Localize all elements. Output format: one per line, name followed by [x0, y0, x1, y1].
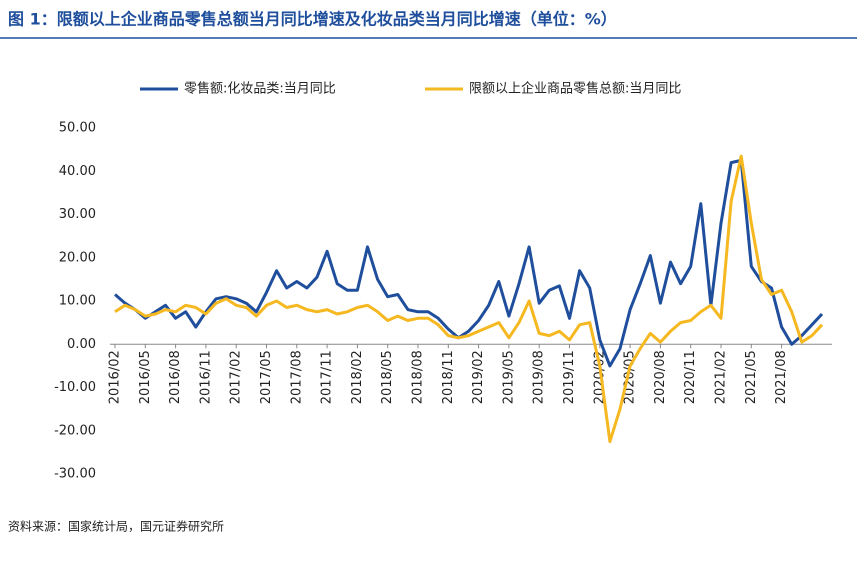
legend-label: 限额以上企业商品零售总额:当月同比 [469, 81, 681, 97]
x-tick-label: 2017/08 [289, 350, 304, 404]
x-tick-label: 2021/08 [774, 350, 789, 404]
y-tick-label: 30.00 [59, 207, 96, 222]
x-tick-label: 2018/11 [441, 350, 456, 404]
x-tick-label: 2020/11 [683, 350, 698, 404]
y-tick-label: 10.00 [59, 294, 96, 309]
chart-title: 图 1：限额以上企业商品零售总额当月同比增速及化妆品类当月同比增速（单位：%） [8, 10, 617, 29]
x-tick-label: 2021/05 [744, 350, 759, 404]
source-note: 资料来源：国家统计局，国元证券研究所 [8, 519, 224, 534]
x-tick-label: 2016/05 [138, 350, 153, 404]
series-line [114, 158, 824, 368]
x-tick-label: 2019/02 [471, 350, 486, 404]
x-tick-label: 2017/02 [229, 350, 244, 404]
y-tick-label: 40.00 [59, 164, 96, 179]
y-tick-label: 0.00 [67, 337, 96, 352]
x-tick-label: 2019/08 [532, 350, 547, 404]
y-tick-label: 50.00 [59, 121, 96, 136]
y-tick-label: -10.00 [54, 380, 96, 395]
x-tick-label: 2016/02 [108, 350, 123, 404]
x-tick-label: 2018/02 [350, 350, 365, 404]
series-line [114, 154, 824, 444]
x-tick-label: 2018/05 [380, 350, 395, 404]
x-tick-label: 2019/05 [501, 350, 516, 404]
x-tick-label: 2020/08 [653, 350, 668, 404]
y-tick-label: -30.00 [54, 467, 96, 482]
y-tick-label: -20.00 [54, 423, 96, 438]
y-tick-label: 20.00 [59, 250, 96, 265]
x-tick-label: 2016/08 [168, 350, 183, 404]
x-tick-label: 2018/08 [411, 350, 426, 404]
legend-label: 零售额:化妆品类:当月同比 [184, 81, 336, 97]
x-tick-label: 2019/11 [562, 350, 577, 404]
x-tick-label: 2017/11 [320, 350, 335, 404]
x-tick-label: 2021/02 [714, 350, 729, 404]
x-tick-label: 2017/05 [259, 350, 274, 404]
x-tick-label: 2016/11 [198, 350, 213, 404]
x-tick-label: 2020/05 [623, 350, 638, 404]
